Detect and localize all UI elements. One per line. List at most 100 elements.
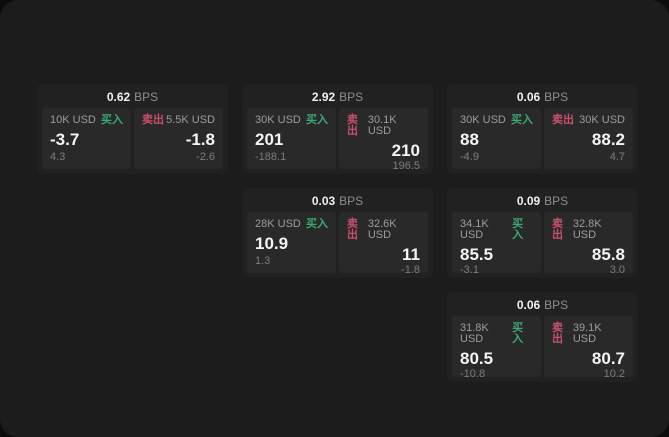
quote-panels: 34.1K USD 买入 85.5 -3.1 卖出 32.8K USD 85.8… [452, 212, 633, 276]
buy-tile[interactable]: 10K USD 买入 -3.7 4.3 [42, 108, 131, 169]
sell-side-label: 卖出 [552, 114, 574, 126]
buy-amount: 30K USD [255, 114, 301, 126]
sell-price: 80.7 [591, 349, 625, 368]
sell-amount: 5.5K USD [166, 114, 215, 126]
quote-panels: 31.8K USD 买入 80.5 -10.8 卖出 39.1K USD 80.… [452, 316, 633, 380]
quote-card: 0.06 BPS 30K USD 买入 88 -4.9 卖出 30K USD [447, 84, 638, 174]
spread-value: 0.03 [311, 194, 336, 208]
buy-tile[interactable]: 28K USD 买入 10.9 1.3 [247, 212, 336, 273]
spread-value: 0.06 [516, 90, 541, 104]
sell-tile-top: 卖出 30K USD [552, 115, 625, 126]
bps-unit-label: BPS [544, 194, 569, 208]
buy-tile[interactable]: 30K USD 买入 201 -188.1 [247, 108, 336, 169]
buy-price: -3.7 [50, 130, 80, 149]
sell-tile[interactable]: 卖出 5.5K USD -1.8 -2.6 [134, 108, 223, 169]
sell-change: 196.5 [392, 159, 420, 172]
buy-side-label: 买入 [512, 218, 524, 241]
sell-price: 85.8 [591, 245, 625, 264]
buy-change: -10.8 [460, 367, 486, 380]
buy-side-label: 买入 [512, 322, 524, 345]
sell-side-label: 卖出 [142, 114, 164, 126]
buy-change: -3.1 [460, 263, 479, 276]
buy-side-label: 买入 [101, 114, 123, 126]
sell-amount: 30.1K USD [367, 114, 397, 137]
spread-value: 0.06 [516, 298, 541, 312]
spread-value: 2.92 [311, 90, 336, 104]
sell-tile-top: 卖出 39.1K USD [552, 323, 625, 345]
bps-unit-label: BPS [339, 194, 364, 208]
buy-change: -188.1 [255, 151, 287, 163]
buy-tile-top: 10K USD 买入 [50, 115, 123, 126]
sell-tile[interactable]: 卖出 30.1K USD 210 196.5 [339, 108, 428, 172]
quote-grid: 0.62 BPS 10K USD 买入 -3.7 4.3 卖出 5.5K USD [37, 84, 638, 382]
quote-card: 0.03 BPS 28K USD 买入 10.9 1.3 卖出 32.6K US… [242, 188, 433, 278]
buy-side-label: 买入 [511, 114, 533, 126]
quote-card: 0.09 BPS 34.1K USD 买入 85.5 -3.1 卖出 32.8K… [447, 188, 638, 278]
sell-tile-top: 卖出 5.5K USD [142, 115, 215, 126]
buy-side-label: 买入 [306, 218, 328, 230]
buy-tile-top: 34.1K USD 买入 [460, 219, 533, 241]
bps-unit-label: BPS [544, 90, 569, 104]
buy-tile-top: 30K USD 买入 [460, 115, 533, 126]
sell-amount: 32.8K USD [572, 218, 602, 241]
buy-amount: 34.1K USD [460, 218, 489, 241]
buy-tile-top: 30K USD 买入 [255, 115, 328, 126]
buy-amount: 30K USD [460, 114, 506, 126]
spread-header: 0.03 BPS [247, 191, 428, 212]
spread-header: 0.06 BPS [452, 87, 633, 108]
buy-amount: 31.8K USD [460, 322, 489, 345]
sell-tile-top: 卖出 32.6K USD [347, 219, 420, 241]
sell-change: -2.6 [196, 151, 215, 163]
sell-change: -1.8 [401, 263, 420, 276]
sell-side-label: 卖出 [552, 322, 563, 345]
buy-price: 80.5 [460, 349, 494, 368]
spread-header: 2.92 BPS [247, 87, 428, 108]
buy-tile-top: 31.8K USD 买入 [460, 323, 533, 345]
sell-tile-top: 卖出 32.8K USD [552, 219, 625, 241]
sell-tile[interactable]: 卖出 32.8K USD 85.8 3.0 [544, 212, 633, 276]
sell-tile-top: 卖出 30.1K USD [347, 115, 420, 137]
buy-price: 85.5 [460, 245, 494, 264]
quote-panels: 30K USD 买入 88 -4.9 卖出 30K USD 88.2 4.7 [452, 108, 633, 169]
sell-tile[interactable]: 卖出 32.6K USD 11 -1.8 [339, 212, 428, 276]
quote-card: 0.06 BPS 31.8K USD 买入 80.5 -10.8 卖出 39.1… [447, 292, 638, 382]
spread-value: 0.09 [516, 194, 541, 208]
buy-price: 88 [460, 130, 479, 149]
sell-price: 210 [391, 141, 420, 160]
sell-change: 4.7 [609, 151, 625, 163]
buy-change: -4.9 [460, 151, 479, 163]
sell-price: 88.2 [591, 130, 625, 149]
buy-tile[interactable]: 34.1K USD 买入 85.5 -3.1 [452, 212, 541, 276]
sell-price: -1.8 [185, 130, 215, 149]
buy-amount: 28K USD [255, 218, 301, 230]
quote-panels: 30K USD 买入 201 -188.1 卖出 30.1K USD 210 1… [247, 108, 428, 172]
sell-side-label: 卖出 [347, 114, 358, 137]
buy-price: 10.9 [255, 234, 289, 253]
sell-change: 3.0 [609, 263, 625, 276]
buy-price: 201 [255, 130, 284, 149]
spread-value: 0.62 [106, 90, 131, 104]
sell-tile[interactable]: 卖出 30K USD 88.2 4.7 [544, 108, 633, 169]
buy-change: 4.3 [50, 151, 66, 163]
buy-side-label: 买入 [306, 114, 328, 126]
buy-tile-top: 28K USD 买入 [255, 219, 328, 230]
spread-header: 0.09 BPS [452, 191, 633, 212]
sell-side-label: 卖出 [347, 218, 358, 241]
bps-unit-label: BPS [339, 90, 364, 104]
buy-tile[interactable]: 31.8K USD 买入 80.5 -10.8 [452, 316, 541, 380]
spread-header: 0.62 BPS [42, 87, 223, 108]
sell-amount: 32.6K USD [367, 218, 397, 241]
sell-price: 11 [402, 245, 420, 264]
sell-amount: 30K USD [579, 114, 625, 126]
sell-tile[interactable]: 卖出 39.1K USD 80.7 10.2 [544, 316, 633, 379]
buy-tile[interactable]: 30K USD 买入 88 -4.9 [452, 108, 541, 169]
quote-card: 2.92 BPS 30K USD 买入 201 -188.1 卖出 30.1K … [242, 84, 433, 174]
bps-unit-label: BPS [134, 90, 159, 104]
quote-card: 0.62 BPS 10K USD 买入 -3.7 4.3 卖出 5.5K USD [37, 84, 228, 174]
sell-amount: 39.1K USD [572, 322, 602, 345]
quote-panels: 28K USD 买入 10.9 1.3 卖出 32.6K USD 11 -1.8 [247, 212, 428, 276]
buy-amount: 10K USD [50, 114, 96, 126]
buy-change: 1.3 [255, 255, 271, 267]
sell-side-label: 卖出 [552, 218, 563, 241]
